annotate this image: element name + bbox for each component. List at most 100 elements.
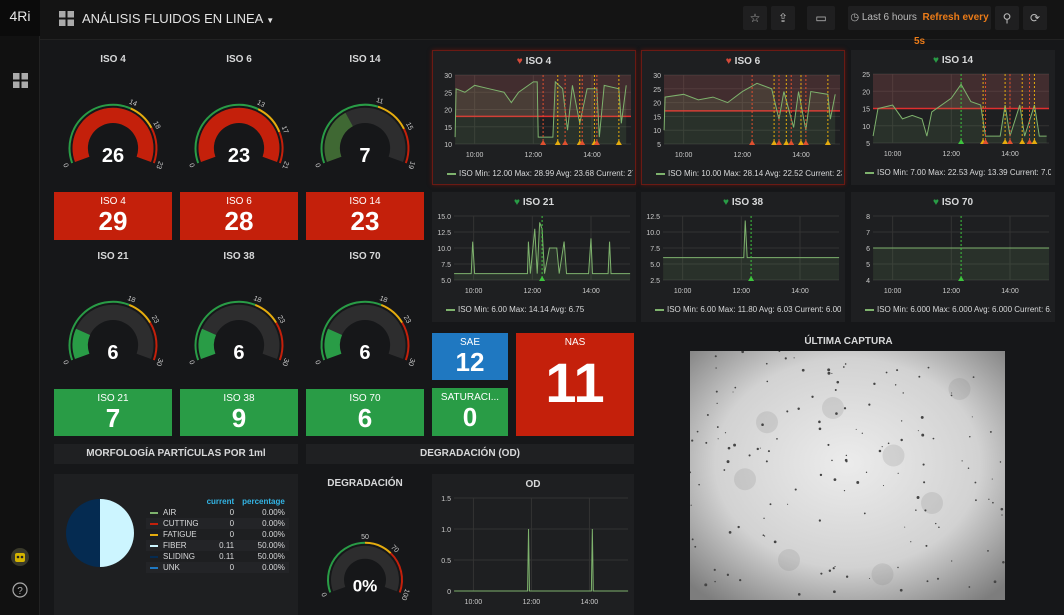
graph-legend[interactable]: ISO Min: 7.00 Max: 22.53 Avg: 13.39 Curr… [865,168,1051,177]
annotation-marker[interactable] [579,140,586,145]
stat-panel-iso-21: ISO 21 7 [54,389,172,436]
panel-title[interactable]: OD [432,479,634,490]
row-header-morfologia[interactable]: MORFOLOGÍA PARTÍCULAS POR 1ml [54,444,298,464]
legend-row-fiber[interactable]: FIBER 0.11 50.00% [146,540,289,551]
legend-row-cutting[interactable]: CUTTING 0 0.00% [146,518,289,529]
gauge-tick-label: 50 [361,534,369,541]
annotation-marker[interactable] [593,140,600,145]
graph-plot[interactable]: 2.5 5.0 7.5 10.0 12.5 10:00 12:00 14:00 [641,210,845,300]
graph-legend[interactable]: ISO Min: 6.00 Max: 14.14 Avg: 6.75 [446,305,632,314]
user-avatar-icon[interactable] [11,548,29,566]
column-header-percentage[interactable]: percentage [242,497,285,506]
gauge-tick-label: 0 [189,162,197,168]
panel-title[interactable]: ♥ ISO 4 [433,56,635,67]
gauge-value-arc [72,107,154,163]
annotation-marker[interactable] [802,140,809,145]
stat-value: 12 [455,347,485,377]
particle [968,586,971,588]
refresh-button[interactable]: ⟳ [1023,6,1047,30]
x-tick-label: 14:00 [583,152,601,159]
graph-legend[interactable]: ISO Min: 12.00 Max: 28.99 Avg: 23.68 Cur… [447,169,633,178]
legend-row-fatigue[interactable]: FATIGUE 0 0.00% [146,529,289,540]
particle [724,432,727,434]
graph-plot[interactable]: 5 10 15 20 25 30 10:00 12:00 14:00 [642,69,846,164]
graph-plot[interactable]: 5 10 15 20 25 10:00 12:00 14:00 [851,68,1055,163]
annotation-marker[interactable] [771,140,778,145]
gauge-threshold-yellow [380,303,403,324]
annotation-marker[interactable] [1006,139,1013,144]
graph-plot[interactable]: 10 15 20 25 30 10:00 12:00 14:00 [433,69,637,164]
stat-title: SAE [459,337,480,348]
annotation-marker[interactable] [797,140,804,145]
annotation-marker[interactable] [539,276,546,281]
gauge-threshold-green [68,103,132,164]
legend-text: ISO Min: 6.000 Max: 6.000 Avg: 6.000 Cur… [877,305,1051,314]
legend-series: FIBER [146,540,203,551]
particle [784,357,787,360]
particle [961,460,963,462]
particle [987,549,989,552]
panel-title[interactable]: ♥ ISO 70 [851,197,1055,208]
y-tick-label: 7 [866,230,870,237]
zoom-out-button[interactable]: ⚲ [995,6,1019,30]
y-tick-label: 5 [866,262,870,269]
particle [882,484,885,487]
annotation-marker[interactable] [540,140,547,145]
annotation-marker[interactable] [775,140,782,145]
particle [881,446,883,448]
annotation-marker[interactable] [554,140,561,145]
annotation-marker[interactable] [1002,139,1009,144]
particle [935,522,937,525]
stat-value: 6 [357,403,373,433]
particle [833,478,837,482]
graph-legend[interactable]: ISO Min: 6.00 Max: 11.80 Avg: 6.03 Curre… [655,305,841,314]
dashboard-title-dropdown[interactable]: ANÁLISIS FLUIDOS EN LINEA ▼ [82,11,274,26]
annotation-marker[interactable] [788,140,795,145]
gauge-value: 6 [107,342,118,364]
series-fill [454,222,631,280]
annotation-marker[interactable] [1026,139,1033,144]
legend-row-unk[interactable]: UNK 0 0.00% [146,562,289,573]
help-icon[interactable]: ? [12,582,28,598]
panel-title[interactable]: ♥ ISO 14 [851,55,1055,66]
graph-plot[interactable]: 5.0 7.5 10.0 12.5 15.0 10:00 12:00 14:00 [432,210,636,300]
legend-text: ISO Min: 7.00 Max: 22.53 Avg: 13.39 Curr… [877,168,1051,177]
legend-row-air[interactable]: AIR 0 0.00% [146,507,289,518]
graph-legend[interactable]: ISO Min: 10.00 Max: 28.14 Avg: 22.52 Cur… [656,169,842,178]
annotation-marker[interactable] [748,276,755,281]
graph-plot[interactable]: 0 0.5 1.0 1.5 10:00 12:00 14:00 [432,492,634,611]
annotation-marker[interactable] [783,140,790,145]
gauge: 0 14 18 23 26 [63,99,164,170]
tv-mode-button[interactable]: ▭ [807,6,835,30]
dashboards-icon[interactable] [13,73,28,88]
annotation-marker[interactable] [958,276,965,281]
annotation-marker[interactable] [982,139,989,144]
graph-legend[interactable]: ISO Min: 6.000 Max: 6.000 Avg: 6.000 Cur… [865,305,1051,314]
panel-title[interactable]: ♥ ISO 6 [642,56,844,67]
star-button[interactable]: ☆ [743,6,767,30]
particle [723,469,726,471]
time-picker-button[interactable]: ◷ Last 6 hours Refresh every 5s [848,6,991,47]
graph-plot[interactable]: 4 5 6 7 8 10:00 12:00 14:00 [851,210,1055,300]
annotation-marker[interactable] [615,140,622,145]
ultima-captura-panel: ÚLTIMA CAPTURA [642,330,1055,615]
particle [868,403,871,406]
legend-swatch [150,522,158,525]
share-button[interactable]: ⇪ [771,6,795,30]
column-header-current[interactable]: current [206,497,235,506]
logo[interactable]: 4Ri [0,0,40,36]
annotation-marker[interactable] [749,140,756,145]
panel-title[interactable]: ♥ ISO 38 [641,197,845,208]
y-tick-label: 25 [444,90,452,97]
legend-row-sliding[interactable]: SLIDING 0.11 50.00% [146,551,289,562]
row-header-degradacion[interactable]: DEGRADACIÓN (OD) [306,444,634,464]
annotation-marker[interactable] [562,140,569,145]
panel-title[interactable]: ♥ ISO 21 [432,197,636,208]
gauge-tick-label: 23 [154,160,163,170]
annotation-marker[interactable] [1031,139,1038,144]
annotation-marker[interactable] [1019,139,1026,144]
gauge-tick-label: 17 [280,125,289,135]
annotation-marker[interactable] [824,140,831,145]
legend-current: 0.11 [202,540,239,551]
annotation-marker[interactable] [958,139,965,144]
